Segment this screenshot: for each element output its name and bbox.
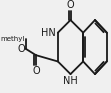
Text: O: O (17, 44, 25, 54)
Text: O: O (32, 66, 40, 76)
Text: HN: HN (41, 28, 56, 38)
Text: O: O (67, 0, 74, 10)
Text: methyl: methyl (1, 36, 25, 42)
Text: NH: NH (63, 76, 78, 86)
